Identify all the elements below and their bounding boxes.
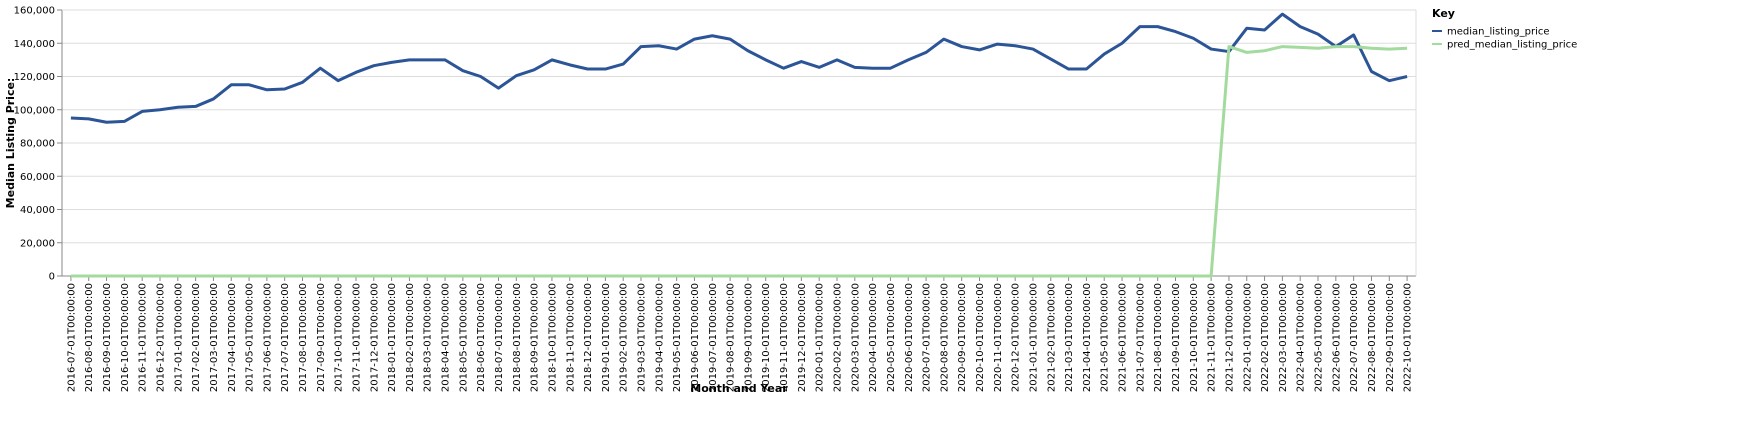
x-tick-label: 2021-07-01T00:00:00 (1135, 283, 1146, 392)
legend-title: Key (1432, 7, 1455, 20)
y-tick-label: 100,000 (14, 105, 55, 116)
x-tick-label: 2022-02-01T00:00:00 (1260, 283, 1271, 392)
x-tick-label: 2017-03-01T00:00:00 (209, 283, 220, 392)
x-tick-label: 2016-10-01T00:00:00 (120, 283, 131, 392)
x-tick-label: 2016-12-01T00:00:00 (155, 283, 166, 392)
x-tick-label: 2020-10-01T00:00:00 (975, 283, 986, 392)
x-tick-label: 2018-05-01T00:00:00 (458, 283, 469, 392)
x-tick-label: 2017-12-01T00:00:00 (369, 283, 380, 392)
x-tick-label: 2021-09-01T00:00:00 (1171, 283, 1182, 392)
x-tick-label: 2016-08-01T00:00:00 (84, 283, 95, 392)
legend-label: pred_median_listing_price (1447, 40, 1577, 51)
x-tick-label: 2022-08-01T00:00:00 (1367, 283, 1378, 392)
x-tick-label: 2020-01-01T00:00:00 (815, 283, 826, 392)
x-tick-label: 2021-11-01T00:00:00 (1207, 283, 1218, 392)
x-tick-label: 2021-04-01T00:00:00 (1082, 283, 1093, 392)
x-tick-label: 2022-10-01T00:00:00 (1403, 283, 1414, 392)
x-tick-label: 2021-08-01T00:00:00 (1153, 283, 1164, 392)
x-tick-label: 2022-07-01T00:00:00 (1349, 283, 1360, 392)
x-tick-label: 2017-06-01T00:00:00 (262, 283, 273, 392)
x-tick-label: 2020-12-01T00:00:00 (1011, 283, 1022, 392)
x-tick-label: 2019-07-01T00:00:00 (708, 283, 719, 392)
y-tick-label: 140,000 (14, 39, 55, 50)
x-tick-label: 2019-06-01T00:00:00 (690, 283, 701, 392)
x-tick-label: 2019-05-01T00:00:00 (672, 283, 683, 392)
x-tick-label: 2018-04-01T00:00:00 (441, 283, 452, 392)
x-tick-label: 2018-03-01T00:00:00 (423, 283, 434, 392)
x-tick-label: 2020-02-01T00:00:00 (832, 283, 843, 392)
x-axis-title: Month and Year (690, 382, 788, 395)
x-tick-label: 2020-11-01T00:00:00 (993, 283, 1004, 392)
x-tick-label: 2017-02-01T00:00:00 (191, 283, 202, 392)
x-tick-label: 2020-05-01T00:00:00 (886, 283, 897, 392)
x-tick-label: 2018-08-01T00:00:00 (512, 283, 523, 392)
y-tick-label: 60,000 (20, 172, 55, 183)
x-tick-label: 2019-10-01T00:00:00 (761, 283, 772, 392)
x-tick-label: 2021-05-01T00:00:00 (1100, 283, 1111, 392)
x-tick-label: 2018-11-01T00:00:00 (565, 283, 576, 392)
y-tick-label: 120,000 (14, 72, 55, 83)
x-tick-label: 2016-07-01T00:00:00 (66, 283, 77, 392)
y-tick-label: 40,000 (20, 205, 55, 216)
data-line (70, 12, 1408, 124)
x-tick-label: 2020-06-01T00:00:00 (904, 283, 915, 392)
x-tick-label: 2019-02-01T00:00:00 (619, 283, 630, 392)
x-tick-label: 2020-08-01T00:00:00 (939, 283, 950, 392)
x-tick-label: 2021-02-01T00:00:00 (1046, 283, 1057, 392)
y-axis-title: Median Listing Price: (4, 78, 17, 209)
x-tick-label: 2022-05-01T00:00:00 (1314, 283, 1325, 392)
x-tick-label: 2022-09-01T00:00:00 (1385, 283, 1396, 392)
x-tick-label: 2018-01-01T00:00:00 (387, 283, 398, 392)
x-tick-label: 2017-04-01T00:00:00 (227, 283, 238, 392)
x-tick-label: 2019-11-01T00:00:00 (779, 283, 790, 392)
x-tick-label: 2018-07-01T00:00:00 (494, 283, 505, 392)
data-line (70, 45, 1408, 278)
y-tick-label: 160,000 (14, 6, 55, 17)
x-tick-label: 2018-10-01T00:00:00 (547, 283, 558, 392)
x-tick-label: 2021-12-01T00:00:00 (1224, 283, 1235, 392)
x-tick-label: 2021-06-01T00:00:00 (1118, 283, 1129, 392)
x-tick-label: 2022-04-01T00:00:00 (1296, 283, 1307, 392)
x-tick-label: 2017-07-01T00:00:00 (280, 283, 291, 392)
x-tick-label: 2018-12-01T00:00:00 (583, 283, 594, 392)
x-tick-label: 2020-09-01T00:00:00 (957, 283, 968, 392)
x-tick-label: 2017-05-01T00:00:00 (245, 283, 256, 392)
y-tick-label: 20,000 (20, 238, 55, 249)
x-tick-label: 2022-03-01T00:00:00 (1278, 283, 1289, 392)
x-tick-label: 2021-01-01T00:00:00 (1028, 283, 1039, 392)
x-tick-label: 2017-11-01T00:00:00 (351, 283, 362, 392)
x-tick-label: 2017-10-01T00:00:00 (334, 283, 345, 392)
x-tick-label: 2021-10-01T00:00:00 (1189, 283, 1200, 392)
x-tick-label: 2020-04-01T00:00:00 (868, 283, 879, 392)
x-tick-label: 2019-01-01T00:00:00 (601, 283, 612, 392)
x-tick-label: 2019-08-01T00:00:00 (726, 283, 737, 392)
x-tick-label: 2022-01-01T00:00:00 (1242, 283, 1253, 392)
x-tick-label: 2019-09-01T00:00:00 (743, 283, 754, 392)
x-tick-label: 2018-09-01T00:00:00 (530, 283, 541, 392)
x-tick-label: 2019-03-01T00:00:00 (637, 283, 648, 392)
x-tick-label: 2020-03-01T00:00:00 (850, 283, 861, 392)
x-tick-label: 2019-04-01T00:00:00 (654, 283, 665, 392)
x-tick-label: 2017-08-01T00:00:00 (298, 283, 309, 392)
x-tick-label: 2016-09-01T00:00:00 (102, 283, 113, 392)
x-tick-label: 2017-01-01T00:00:00 (173, 283, 184, 392)
x-tick-label: 2017-09-01T00:00:00 (316, 283, 327, 392)
x-tick-label: 2018-02-01T00:00:00 (405, 283, 416, 392)
x-tick-label: 2022-06-01T00:00:00 (1331, 283, 1342, 392)
legend-label: median_listing_price (1447, 27, 1550, 38)
x-tick-label: 2019-12-01T00:00:00 (797, 283, 808, 392)
x-tick-label: 2018-06-01T00:00:00 (476, 283, 487, 392)
x-tick-label: 2021-03-01T00:00:00 (1064, 283, 1075, 392)
y-tick-label: 0 (49, 272, 55, 283)
y-tick-label: 80,000 (20, 139, 55, 150)
x-tick-label: 2016-11-01T00:00:00 (138, 283, 149, 392)
x-tick-label: 2020-07-01T00:00:00 (922, 283, 933, 392)
